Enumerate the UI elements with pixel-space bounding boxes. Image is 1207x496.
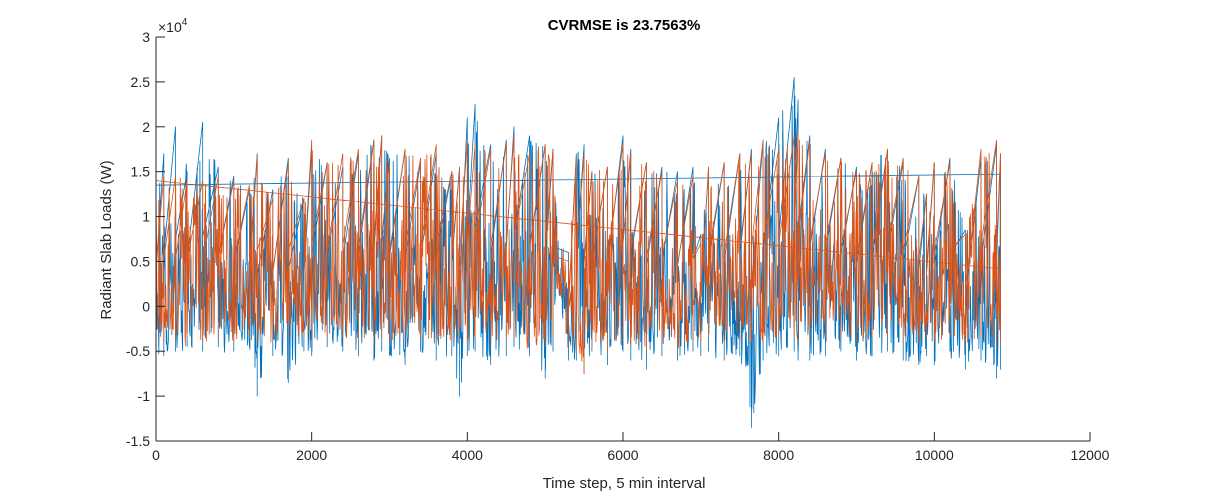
y-axis-multiplier: ×104 <box>158 17 188 35</box>
chart-title: CVRMSE is 23.7563% <box>548 17 701 34</box>
x-tick-label: 12000 <box>1071 447 1110 463</box>
x-tick-label: 8000 <box>763 447 794 463</box>
x-tick-label: 2000 <box>296 447 327 463</box>
x-tick-label: 6000 <box>607 447 638 463</box>
y-axis-label: Radiant Slab Loads (W) <box>98 160 115 319</box>
y-tick-label: 2 <box>142 119 150 135</box>
x-tick-label: 0 <box>152 447 160 463</box>
x-axis-label: Time step, 5 min interval <box>543 475 706 492</box>
y-tick-label: -1.5 <box>126 433 150 449</box>
series-layer <box>155 77 1001 428</box>
y-tick-label: 1.5 <box>131 164 151 180</box>
y-tick-label: 0.5 <box>131 253 151 269</box>
ticks-layer: 0 2000 4000 6000 8000 10000 12000 -1.5 -1 -0.5 0 0.… <box>126 29 1110 463</box>
y-tick-label: 3 <box>142 29 150 45</box>
y-tick-label: 1 <box>142 209 150 225</box>
y-tick-label: -0.5 <box>126 343 150 359</box>
y-tick-label: 2.5 <box>131 74 151 90</box>
x-tick-label: 10000 <box>915 447 954 463</box>
x-tick-label: 4000 <box>452 447 483 463</box>
y-tick-label: -1 <box>138 388 151 404</box>
series-line-2 <box>155 130 1001 375</box>
y-tick-label: 0 <box>142 298 150 314</box>
